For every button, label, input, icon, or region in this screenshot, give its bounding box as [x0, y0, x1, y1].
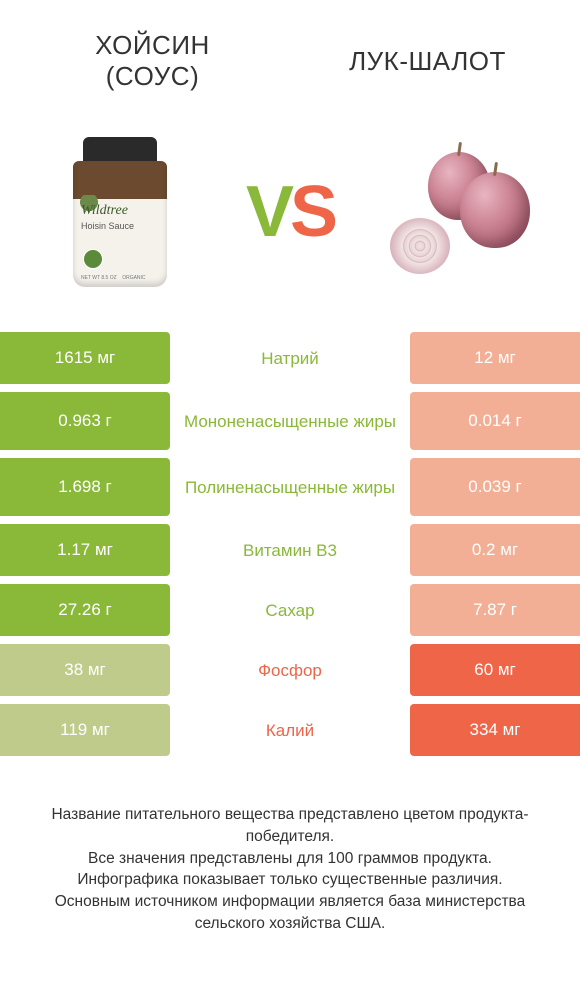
left-title-line1: Хойсин: [95, 30, 210, 60]
jar-illustration: Wildtree Hoisin Sauce NET WT 8.5 OZ ORGA…: [65, 137, 175, 287]
nutrient-label: Фосфор: [170, 644, 410, 696]
left-value: 1.698 г: [0, 458, 170, 516]
right-value: 0.014 г: [410, 392, 580, 450]
right-value: 334 мг: [410, 704, 580, 756]
right-value: 0.039 г: [410, 458, 580, 516]
left-value: 1.17 мг: [0, 524, 170, 576]
left-product-title: Хойсин (соус): [40, 30, 265, 92]
footer-line3: Инфографика показывает только существенн…: [24, 869, 556, 891]
footer-line1: Название питательного вещества представл…: [24, 804, 556, 847]
nutrient-label: Полиненасыщенные жиры: [170, 458, 410, 516]
vs-label: VS: [246, 171, 334, 253]
comparison-row: 1.698 гПолиненасыщенные жиры0.039 г: [0, 458, 580, 516]
right-value: 0.2 мг: [410, 524, 580, 576]
vs-v: V: [246, 172, 290, 252]
right-value: 60 мг: [410, 644, 580, 696]
comparison-row: 1.17 мгВитамин B30.2 мг: [0, 524, 580, 576]
nutrient-label: Калий: [170, 704, 410, 756]
footer-notes: Название питательного вещества представл…: [0, 764, 580, 934]
left-value: 38 мг: [0, 644, 170, 696]
vs-s: S: [290, 172, 334, 252]
comparison-table: 1615 мгНатрий12 мг 0.963 гМононенасыщенны…: [0, 332, 580, 756]
jar-brand: Wildtree: [81, 203, 159, 219]
footer-line4: Основным источником информации является …: [24, 891, 556, 934]
left-value: 119 мг: [0, 704, 170, 756]
nutrient-label: Натрий: [170, 332, 410, 384]
left-value: 1615 мг: [0, 332, 170, 384]
jar-product: Hoisin Sauce: [81, 221, 159, 231]
left-title-line2: (соус): [106, 61, 199, 91]
comparison-row: 38 мгФосфор60 мг: [0, 644, 580, 696]
footer-line2: Все значения представлены для 100 граммо…: [24, 848, 556, 870]
left-value: 0.963 г: [0, 392, 170, 450]
comparison-row: 0.963 гМононенасыщенные жиры0.014 г: [0, 392, 580, 450]
right-value: 12 мг: [410, 332, 580, 384]
nutrient-label: Мононенасыщенные жиры: [170, 392, 410, 450]
left-product-image: Wildtree Hoisin Sauce NET WT 8.5 OZ ORGA…: [40, 122, 200, 302]
shallot-illustration: [380, 142, 540, 282]
left-value: 27.26 г: [0, 584, 170, 636]
header: Хойсин (соус) Лук-шалот: [0, 0, 580, 112]
nutrient-label: Витамин B3: [170, 524, 410, 576]
nutrient-label: Сахар: [170, 584, 410, 636]
comparison-row: 1615 мгНатрий12 мг: [0, 332, 580, 384]
right-value: 7.87 г: [410, 584, 580, 636]
right-product-image: [380, 122, 540, 302]
right-product-title: Лук-шалот: [315, 46, 540, 77]
product-images-row: Wildtree Hoisin Sauce NET WT 8.5 OZ ORGA…: [0, 112, 580, 332]
comparison-row: 27.26 гСахар7.87 г: [0, 584, 580, 636]
comparison-row: 119 мгКалий334 мг: [0, 704, 580, 756]
